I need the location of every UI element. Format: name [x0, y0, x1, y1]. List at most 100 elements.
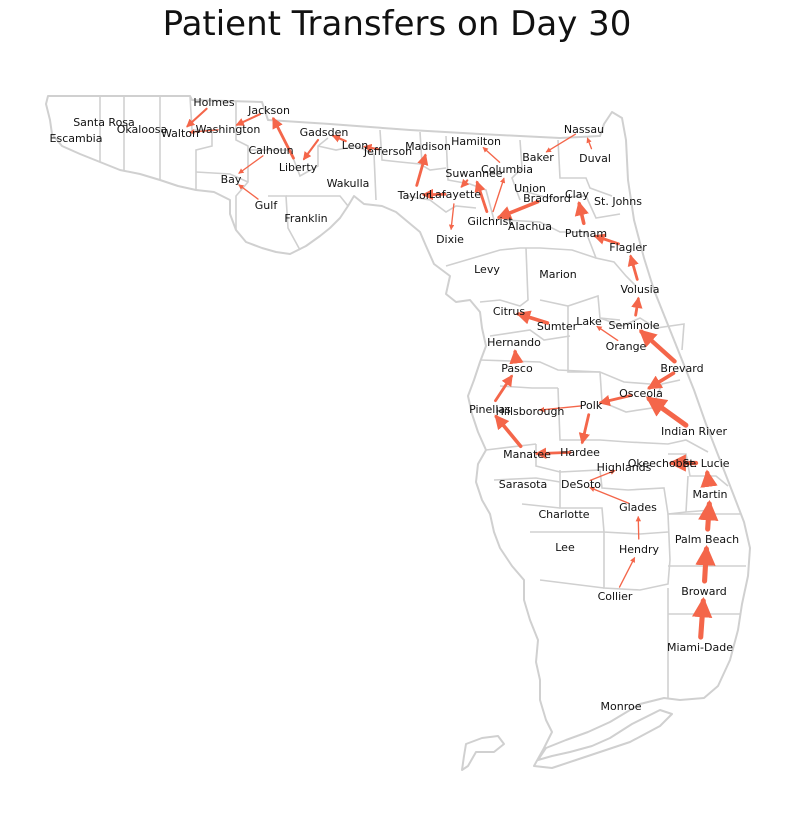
county-label-lake: Lake [576, 315, 602, 328]
transfer-arrow-osceola-to-polk [598, 393, 633, 407]
county-label-hillsborough: Hillsborough [496, 405, 565, 418]
county-label-levy: Levy [474, 263, 500, 276]
transfer-arrow-columbia-to-hamilton [482, 146, 501, 163]
county-label-walton: Walton [161, 127, 199, 140]
county-label-gulf: Gulf [255, 199, 279, 212]
county-label-orange: Orange [606, 340, 647, 353]
transfer-arrow-calhoun-to-bay [238, 155, 264, 174]
county-label-charlotte: Charlotte [538, 508, 589, 521]
county-label-suwannee: Suwannee [445, 167, 502, 180]
county-label-pinellas: Pinellas [469, 403, 511, 416]
transfer-arrow-taylor-to-madison [415, 153, 429, 187]
county-label-washington: Washington [196, 123, 261, 136]
county-label-seminole: Seminole [608, 319, 659, 332]
county-label-palm-beach: Palm Beach [675, 533, 739, 546]
county-label-lafayette: Lafayette [429, 188, 481, 201]
state-outline [45, 95, 751, 771]
county-label-marion: Marion [539, 268, 577, 281]
county-label-union: Union [514, 182, 546, 195]
transfer-arrow-hendry-to-glades [635, 515, 642, 540]
transfer-arrow-polk-to-hardee [578, 413, 591, 445]
transfer-arrow-liberty-to-jackson [272, 116, 295, 160]
county-label-putnam: Putnam [565, 227, 607, 240]
county-label-taylor: Taylor [397, 189, 431, 202]
county-label-osceola: Osceola [619, 387, 663, 400]
transfer-arrow-polk-to-hillsborough [538, 405, 582, 413]
county-label-hardee: Hardee [560, 446, 600, 459]
transfer-arrow-gilchrist-to-suwannee [474, 180, 489, 213]
transfer-arrow-bradford-to-gilchrist [496, 199, 540, 220]
transfer-arrow-glades-to-desoto [589, 486, 630, 504]
transfer-arrow-martin-to-st-lucie [700, 469, 718, 488]
county-label-manatee: Manatee [503, 448, 551, 461]
county-label-holmes: Holmes [193, 96, 235, 109]
county-label-polk: Polk [580, 399, 603, 412]
county-label-volusia: Volusia [621, 283, 660, 296]
transfer-arrow-pasco-to-hernando [509, 349, 524, 365]
county-label-bradford: Bradford [523, 192, 571, 205]
county-label-pasco: Pasco [501, 362, 533, 375]
county-label-duval: Duval [579, 152, 611, 165]
county-label-brevard: Brevard [660, 362, 703, 375]
county-label-alachua: Alachua [508, 220, 552, 233]
county-label-hernando: Hernando [487, 336, 541, 349]
transfer-arrow-holmes-to-walton [186, 107, 208, 128]
county-label-indian-river: Indian River [661, 425, 727, 438]
county-label-escambia: Escambia [50, 132, 103, 145]
county-label-desoto: DeSoto [561, 478, 601, 491]
county-label-clay: Clay [565, 188, 589, 201]
transfer-arrow-suwannee-to-lafayette [460, 178, 470, 188]
county-label-liberty: Liberty [279, 161, 318, 174]
transfer-arrow-putnam-to-clay [574, 200, 589, 226]
county-label-jefferson: Jefferson [363, 145, 412, 158]
transfer-arrow-sumter-to-citrus [515, 310, 550, 325]
county-label-sumter: Sumter [537, 320, 578, 333]
county-label-st-johns: St. Johns [594, 195, 642, 208]
transfer-arrow-jackson-to-washington [235, 113, 261, 126]
county-label-gilchrist: Gilchrist [467, 215, 513, 228]
county-label-citrus: Citrus [493, 305, 526, 318]
county-label-franklin: Franklin [284, 212, 327, 225]
transfer-arrow-gilchrist-to-columbia [492, 177, 506, 213]
county-label-nassau: Nassau [564, 123, 604, 136]
county-label-baker: Baker [522, 151, 554, 164]
transfer-arrow-desoto-to-highlands [589, 469, 616, 481]
county-label-flagler: Flagler [609, 241, 647, 254]
county-label-highlands: Highlands [597, 461, 652, 474]
county-label-sarasota: Sarasota [499, 478, 548, 491]
transfer-arrow-brevard-to-seminole [638, 329, 677, 364]
transfer-arrow-lafayette-to-dixie [448, 203, 455, 231]
county-label-santa-rosa: Santa Rosa [73, 116, 135, 129]
county-label-miami-dade: Miami-Dade [667, 641, 733, 654]
county-label-okaloosa: Okaloosa [117, 123, 168, 136]
transfer-arrow-pinellas-to-pasco [494, 374, 513, 403]
county-label-gadsden: Gadsden [300, 126, 349, 139]
transfer-arrow-brevard-to-osceola [647, 371, 676, 390]
transfer-arrow-duval-to-nassau [586, 137, 593, 150]
transfer-arrow-orange-to-lake [596, 325, 619, 342]
transfer-arrow-manatee-to-pinellas [494, 414, 523, 449]
county-label-calhoun: Calhoun [248, 144, 293, 157]
county-label-broward: Broward [681, 585, 727, 598]
transfer-arrow-lafayette-to-taylor [421, 188, 447, 201]
transfer-arrow-indian-river-to-osceola [645, 396, 689, 428]
transfer-arrow-gulf-to-bay [238, 184, 259, 200]
county-label-dixie: Dixie [436, 233, 464, 246]
transfer-arrow-gadsden-to-liberty [302, 138, 320, 161]
county-label-collier: Collier [598, 590, 633, 603]
county-label-monroe: Monroe [601, 700, 642, 713]
transfer-arrow-flagler-to-putnam [593, 233, 620, 246]
county-label-st-lucie: St. Lucie [682, 457, 729, 470]
transfer-arrow-volusia-to-flagler [627, 254, 639, 281]
transfer-arrow-collier-to-hendry [618, 556, 636, 588]
county-label-lee: Lee [555, 541, 575, 554]
county-label-glades: Glades [619, 501, 657, 514]
county-label-martin: Martin [692, 488, 727, 501]
transfer-arrow-leon-to-gadsden [331, 134, 347, 143]
transfer-arrow-nassau-to-baker [545, 133, 577, 153]
county-label-hamilton: Hamilton [451, 135, 501, 148]
county-label-jackson: Jackson [247, 104, 290, 117]
map-title: Patient Transfers on Day 30 [162, 4, 632, 44]
